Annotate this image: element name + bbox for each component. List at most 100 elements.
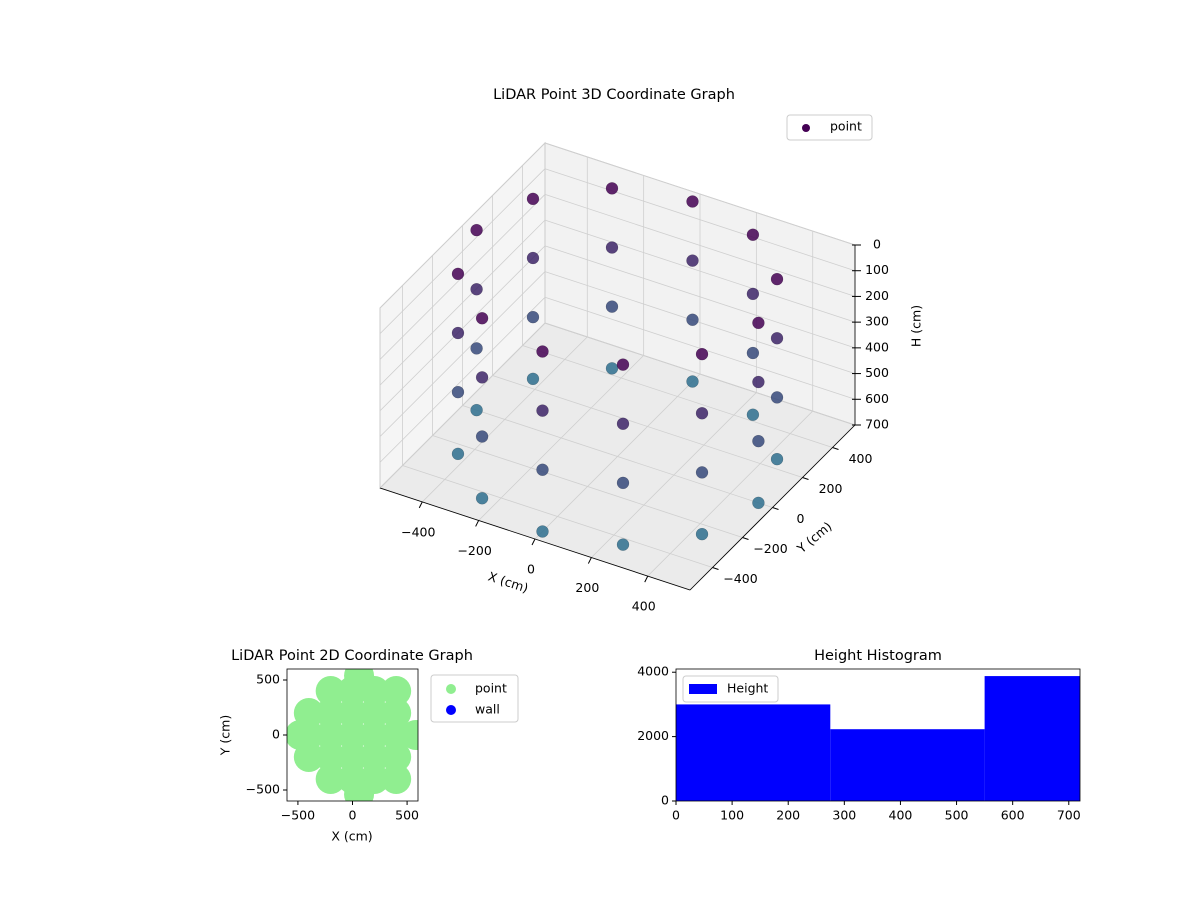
point <box>686 313 699 327</box>
point <box>475 492 489 505</box>
y-tick-label: 4000 <box>637 664 669 679</box>
point <box>337 698 368 728</box>
y-tick-label: −200 <box>753 541 787 556</box>
point <box>752 496 765 510</box>
x-tick-label: 100 <box>720 808 744 823</box>
point <box>605 300 619 313</box>
grid-line <box>544 194 856 297</box>
chart-title: LiDAR Point 2D Coordinate Graph <box>231 648 473 664</box>
point <box>605 362 619 375</box>
point <box>337 742 368 772</box>
point <box>770 391 784 404</box>
point <box>315 720 346 750</box>
point <box>616 358 630 371</box>
bar <box>830 729 985 801</box>
point <box>770 452 784 466</box>
legend-box <box>682 675 779 703</box>
x-tick-label: 300 <box>832 808 856 823</box>
point <box>359 698 390 728</box>
point <box>746 287 760 301</box>
point <box>451 385 465 399</box>
point <box>451 326 465 340</box>
axis-line <box>689 424 856 591</box>
legend-box <box>430 674 519 723</box>
point <box>536 345 549 358</box>
z-tick-label: 500 <box>865 365 889 380</box>
point <box>344 669 375 691</box>
point <box>686 375 699 388</box>
legend-marker <box>446 705 456 715</box>
grid-line <box>379 297 546 463</box>
point <box>770 332 784 345</box>
z-tick-label: 700 <box>865 417 889 432</box>
y-tick-label: 0 <box>661 793 669 808</box>
legend-label: point <box>475 681 507 696</box>
x-tick-label: 400 <box>889 808 913 823</box>
x-tick <box>475 520 480 527</box>
y-tick <box>712 567 719 570</box>
grid-line <box>379 142 546 309</box>
grid-line <box>379 219 546 386</box>
y-axis-label: Y (cm) <box>218 715 233 756</box>
point <box>315 764 346 794</box>
point <box>616 476 630 490</box>
y-tick-label: 200 <box>819 481 843 496</box>
point <box>695 527 709 541</box>
point <box>752 316 765 330</box>
chart-title: LiDAR Point 3D Coordinate Graph <box>493 87 735 103</box>
point <box>536 463 549 477</box>
x-tick-label: −200 <box>457 543 491 558</box>
x-tick-label: 0 <box>527 562 535 577</box>
grid-line <box>462 405 773 508</box>
z-tick-label: 200 <box>865 288 889 303</box>
legend-marker <box>802 124 810 132</box>
grid-line <box>432 435 743 538</box>
x-tick-label: 500 <box>945 808 969 823</box>
z-tick-label: 300 <box>865 314 889 329</box>
point <box>695 347 709 361</box>
grid-line <box>544 296 856 400</box>
x-axis-label: X (cm) <box>331 829 372 844</box>
point <box>526 310 540 324</box>
y-tick <box>802 477 809 480</box>
y-tick-label: −500 <box>246 782 280 797</box>
point <box>400 720 418 750</box>
grid-line <box>379 322 546 489</box>
point <box>752 375 765 389</box>
y-tick-label: 2000 <box>637 728 669 743</box>
point <box>470 403 483 417</box>
legend-box <box>786 114 873 141</box>
bar <box>676 704 831 801</box>
point <box>686 254 699 267</box>
point <box>359 720 390 750</box>
point <box>616 538 630 551</box>
axes-frame <box>675 668 1081 802</box>
z-tick-label: 100 <box>865 262 889 277</box>
x-tick-label: 0 <box>672 808 680 823</box>
x-axis-label: X (cm) <box>486 569 530 596</box>
point <box>695 466 709 479</box>
point <box>605 182 619 195</box>
legend-label: point <box>830 119 862 134</box>
point <box>475 371 489 384</box>
grid-line <box>544 271 856 374</box>
x-tick-label: 600 <box>1001 808 1025 823</box>
legend-label: Height <box>727 681 768 696</box>
x-tick-label: 400 <box>632 599 656 614</box>
point <box>686 195 699 208</box>
chart-title: Height Histogram <box>814 648 942 664</box>
grid-line <box>544 168 856 272</box>
point <box>475 312 489 325</box>
point <box>315 742 346 772</box>
axis-line <box>379 487 691 591</box>
point <box>337 720 368 750</box>
grid-line <box>379 245 546 412</box>
legend-label: wall <box>475 702 500 717</box>
point <box>752 434 765 448</box>
point <box>315 698 346 728</box>
point <box>359 742 390 772</box>
point <box>381 676 412 706</box>
y-tick-label: 0 <box>272 727 280 742</box>
bar <box>984 676 1080 801</box>
